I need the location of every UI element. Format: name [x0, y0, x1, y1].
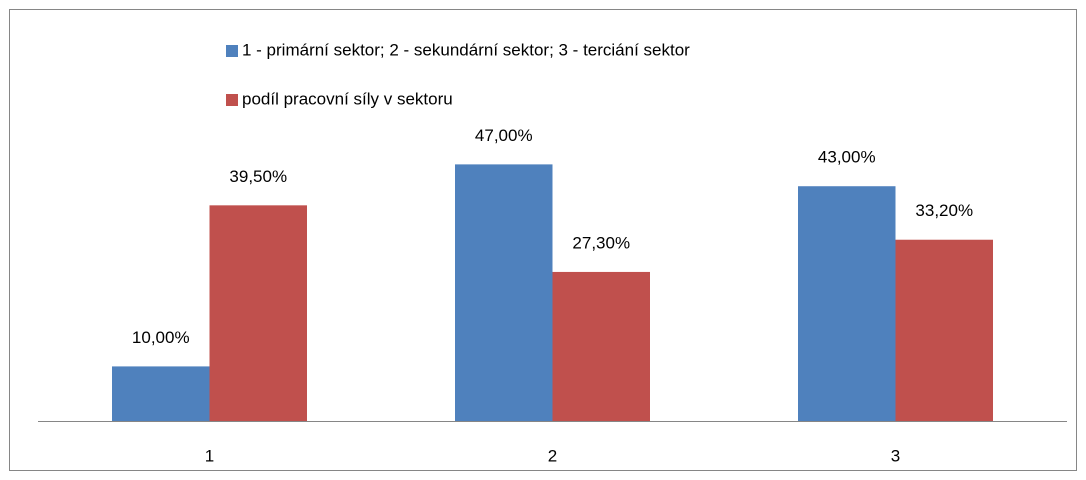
bar [455, 164, 553, 421]
bar [552, 271, 650, 421]
bar [112, 366, 210, 421]
data-label: 27,30% [572, 233, 630, 252]
legend-label: podíl pracovní síly v sektoru [242, 89, 453, 108]
x-tick-label: 1 [205, 446, 214, 465]
x-tick-label: 2 [548, 446, 557, 465]
legend-swatch [226, 94, 238, 106]
data-label: 33,20% [915, 201, 973, 220]
data-label: 43,00% [818, 148, 876, 167]
bar [895, 239, 993, 421]
legend-label: 1 - primární sektor; 2 - sekundární sekt… [242, 40, 690, 59]
bar [209, 205, 307, 421]
bar [798, 186, 896, 421]
data-label: 10,00% [132, 328, 190, 347]
x-tick-label: 3 [891, 446, 900, 465]
data-label: 47,00% [475, 126, 533, 145]
data-label: 39,50% [229, 167, 287, 186]
legend-swatch [226, 45, 238, 57]
